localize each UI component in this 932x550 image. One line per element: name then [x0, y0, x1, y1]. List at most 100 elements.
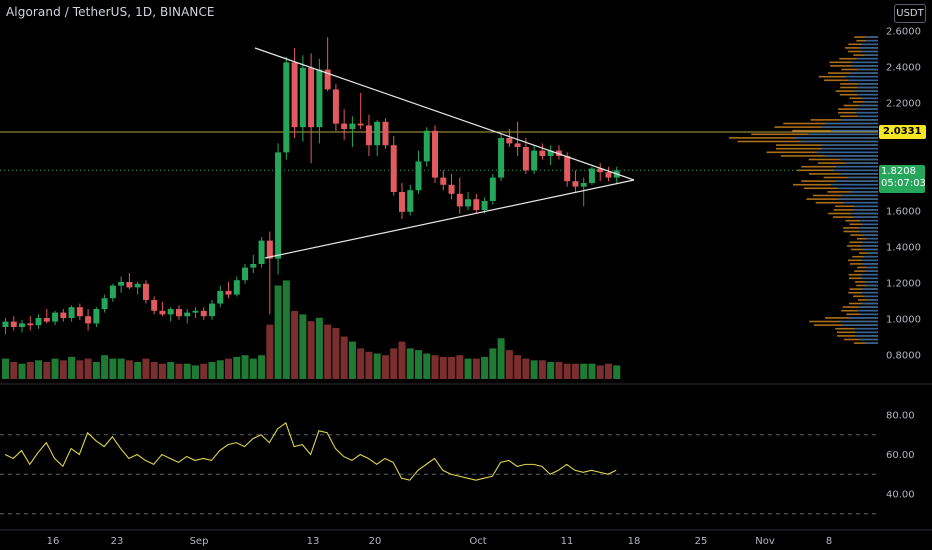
- profile-row-buy: [862, 277, 878, 280]
- profile-row-buy: [821, 126, 878, 128]
- profile-row-buy: [857, 86, 878, 89]
- volume-bar: [580, 363, 588, 379]
- candle-body: [118, 282, 125, 286]
- profile-row-buy: [866, 237, 878, 240]
- profile-row-buy: [821, 147, 878, 150]
- time-axis-label: 23: [111, 536, 124, 547]
- profile-row-buy: [848, 79, 878, 82]
- volume-bar: [390, 348, 398, 379]
- volume-bar: [381, 355, 389, 379]
- candle-body: [159, 310, 166, 315]
- profile-row-buy: [866, 266, 878, 269]
- volume-bar: [266, 324, 274, 379]
- volume-bar: [530, 360, 538, 379]
- volume-profile: [728, 36, 878, 344]
- candle-body: [225, 291, 232, 295]
- profile-row-buy: [866, 284, 878, 287]
- rsi-panel: [0, 422, 878, 515]
- profile-row-buy: [843, 201, 878, 204]
- candle-body: [60, 312, 67, 318]
- currency-badge[interactable]: USDT: [894, 4, 926, 23]
- candle-body: [357, 123, 364, 126]
- candle-body: [365, 125, 372, 146]
- last-price-tag: 1.8208 05:07:03: [879, 165, 926, 193]
- volume-bar: [10, 362, 18, 379]
- candle-body: [398, 192, 405, 212]
- price-axis-label: 1.0000: [886, 315, 921, 326]
- volume-bar: [571, 363, 579, 379]
- profile-row-buy: [825, 122, 878, 125]
- candle-body: [43, 318, 50, 322]
- profile-row-buy: [859, 104, 878, 107]
- volume-bar: [158, 363, 166, 379]
- candle-body: [324, 69, 331, 90]
- candle-body: [2, 321, 9, 327]
- candle-body: [85, 316, 92, 324]
- candle-body: [531, 150, 538, 171]
- price-axis-label: 1.6000: [886, 207, 921, 218]
- profile-row-buy: [864, 54, 878, 56]
- candle-body: [539, 150, 546, 156]
- rsi-axis-label: 60.00: [886, 450, 915, 461]
- profile-row-buy: [840, 119, 878, 121]
- time-axis-label: 13: [307, 536, 320, 547]
- candle-body: [242, 267, 249, 281]
- candle-body: [580, 183, 587, 187]
- candle-body: [291, 62, 298, 128]
- profile-row-buy: [866, 39, 878, 42]
- volume-bar: [489, 348, 497, 379]
- volume-bar: [274, 285, 282, 379]
- profile-row-buy: [864, 295, 878, 298]
- candle-body: [448, 184, 455, 194]
- grid-layer: [0, 131, 932, 531]
- candle-body: [52, 312, 59, 322]
- volume-bar: [547, 362, 555, 379]
- volume-bar: [406, 348, 414, 379]
- candle-body: [10, 321, 17, 327]
- profile-row-buy: [854, 205, 878, 208]
- profile-row-buy: [800, 140, 878, 143]
- volume-bar: [117, 358, 125, 379]
- rsi-axis-label: 80.00: [886, 411, 915, 422]
- profile-row-buy: [857, 309, 878, 312]
- profile-row-buy: [863, 255, 878, 258]
- volume-bar: [43, 362, 51, 379]
- profile-row-buy: [856, 108, 878, 110]
- candle-body: [465, 199, 472, 207]
- volume-bar: [291, 311, 299, 379]
- profile-row-buy: [856, 57, 878, 60]
- volume-bar: [142, 358, 150, 379]
- level-price-tag: 2.0331: [879, 125, 926, 139]
- volume-bar: [497, 338, 505, 379]
- candle-body: [200, 310, 207, 317]
- volume-bar: [191, 365, 199, 379]
- profile-row-buy: [857, 115, 878, 118]
- bar-countdown: 05:07:03: [881, 178, 926, 189]
- candle-body: [19, 323, 26, 327]
- volume-bar: [51, 358, 59, 379]
- profile-row-buy: [856, 111, 878, 114]
- candle-body: [134, 283, 141, 288]
- profile-row-buy: [850, 191, 878, 193]
- candle-body: [440, 177, 447, 185]
- price-axis-label: 1.2000: [886, 279, 921, 290]
- profile-row-buy: [842, 324, 878, 326]
- candle-body: [250, 264, 257, 268]
- candle-body: [217, 291, 224, 304]
- triangle-pattern: [254, 47, 635, 259]
- candle-body: [109, 285, 116, 299]
- candle-body: [597, 168, 604, 173]
- candle-body: [68, 307, 75, 318]
- volume-bar: [134, 362, 142, 379]
- volume-bar: [175, 363, 183, 379]
- candle-body: [308, 67, 315, 128]
- profile-row-buy: [862, 302, 878, 305]
- rsi-line: [4, 422, 617, 481]
- profile-row-buy: [862, 97, 878, 100]
- candle-body: [35, 318, 42, 326]
- price-axis-label: 2.6000: [886, 27, 921, 38]
- last-price: 1.8208: [881, 166, 916, 177]
- profile-row-buy: [850, 72, 878, 74]
- volume-bar: [340, 336, 348, 379]
